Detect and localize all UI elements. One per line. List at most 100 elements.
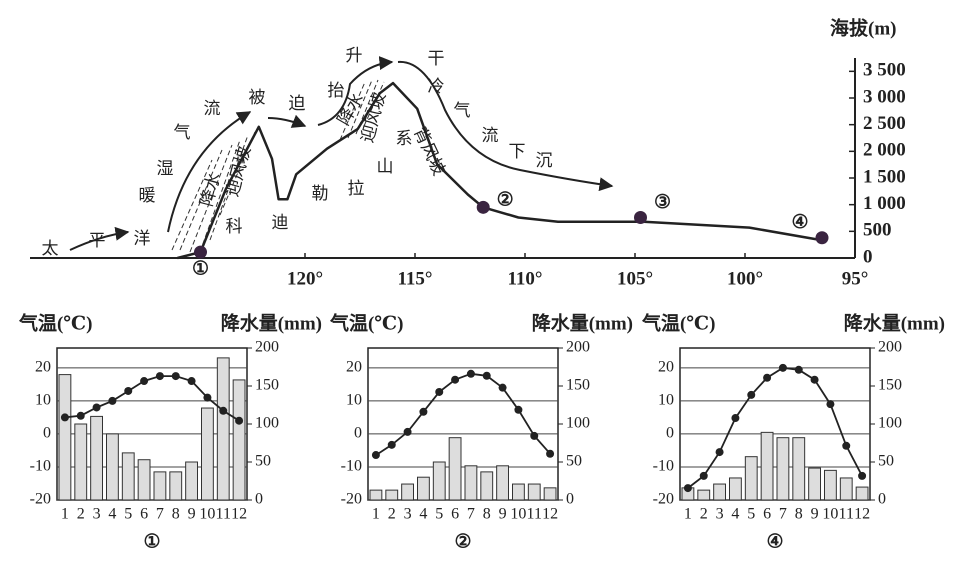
temperature-dot (858, 471, 867, 480)
plot-frame (367, 347, 559, 501)
site-label: ③ (654, 192, 671, 213)
temperature-dot (171, 372, 180, 381)
x-tick-label: 3 (716, 506, 724, 523)
annotation: 被 (249, 88, 266, 107)
annotation: 流 (482, 126, 499, 145)
x-tick-label: 8 (795, 506, 803, 523)
precipitation-bar (839, 477, 853, 501)
annotation: 干 (428, 49, 445, 68)
y-tick-label: 10 (658, 392, 674, 409)
precipitation-bar (432, 461, 446, 501)
temperature-dot (76, 411, 85, 420)
x-tick-label: 10 (822, 506, 838, 523)
site-marker (476, 200, 490, 214)
x-tick-label: 1 (61, 506, 69, 523)
y-tick-label: 1 000 (863, 193, 906, 214)
annotation: 太 (42, 239, 59, 258)
annotation: 背风坡 (410, 124, 449, 178)
precipitation-bar (106, 433, 119, 501)
y-tick-label: 0 (863, 246, 873, 267)
temperature-dot (466, 369, 475, 378)
annotation: 升 (346, 46, 363, 65)
temperature-dot (546, 449, 555, 458)
y-tick-label: -20 (653, 491, 674, 508)
plot-frame (679, 347, 871, 501)
temperature-dot (731, 414, 740, 423)
precipitation-bar (169, 471, 183, 501)
y2-axis-title: 降水量(mm) (532, 311, 633, 334)
temperature-dot (387, 440, 396, 449)
x-tick-label: 11 (839, 506, 854, 523)
y2-tick-label: 200 (878, 339, 902, 356)
annotation: 暖 (139, 186, 156, 205)
x-tick-label: 2 (77, 506, 85, 523)
precipitation-bar (369, 489, 383, 501)
x-tick-label: 10 (510, 506, 526, 523)
y-axis-title: 气温(℃) (18, 311, 92, 334)
temperature-dot (514, 405, 523, 414)
y-tick-label: 2 500 (863, 113, 906, 134)
y-tick-label: 0 (354, 425, 362, 442)
x-tick-label: 12 (542, 506, 558, 523)
precipitation-bar (137, 459, 151, 501)
annotation: 勒 (312, 184, 329, 203)
precipitation-bar (776, 437, 790, 501)
x-tick-label: 6 (140, 506, 148, 523)
x-tick-label: 4 (108, 506, 116, 523)
y2-tick-label: 200 (566, 339, 590, 356)
y-tick-label: -10 (30, 458, 51, 475)
x-tick-label: 4 (731, 506, 739, 523)
precipitation-bar (216, 357, 230, 501)
temperature-dot (778, 363, 787, 372)
x-tick-label: 110° (507, 268, 542, 289)
annotation: 迪 (272, 213, 289, 232)
precipitation-bar (713, 483, 727, 501)
chart-caption: ① (143, 531, 160, 552)
x-tick-label: 3 (93, 506, 101, 523)
y2-tick-label: 50 (878, 453, 894, 470)
temperature-dot (715, 448, 724, 457)
y2-axis-title: 降水量(mm) (844, 311, 945, 334)
y2-tick-label: 100 (878, 415, 902, 432)
temperature-dot (498, 383, 507, 392)
x-tick-label: 7 (467, 506, 475, 523)
temperature-dot (451, 375, 460, 384)
x-tick-label: 1 (684, 506, 692, 523)
annotation: 冷 (428, 77, 445, 96)
x-tick-label: 6 (763, 506, 771, 523)
temperature-dot (155, 372, 164, 381)
temperature-dot (826, 400, 835, 409)
airflow-arrows (69, 56, 614, 251)
y2-axis-title: 降水量(mm) (221, 311, 322, 334)
temperature-dot (747, 390, 756, 399)
precipitation-bar (201, 407, 214, 501)
precipitation-bar (232, 379, 246, 501)
y2-tick-label: 0 (255, 491, 263, 508)
x-tick-label: 8 (483, 506, 491, 523)
x-tick-label: 10 (199, 506, 215, 523)
y-tick-label: 1 500 (863, 166, 906, 187)
temperature-dot (419, 407, 428, 416)
x-tick-label: 100° (727, 268, 763, 289)
precipitation-bar (808, 467, 822, 501)
y-axis-title: 气温(℃) (329, 311, 403, 334)
y2-tick-label: 50 (566, 453, 582, 470)
precipitation-bar (496, 465, 509, 501)
x-tick-label: 5 (124, 506, 132, 523)
precipitation-bar (417, 476, 430, 501)
temperature-dot (219, 406, 228, 415)
precipitation-bar (58, 374, 72, 501)
x-tick-label: 5 (747, 506, 755, 523)
x-tick-label: 11 (527, 506, 542, 523)
y-tick-label: 3 000 (863, 86, 906, 107)
annotation: 洋 (134, 229, 151, 248)
precipitation-bar (401, 483, 414, 501)
y-tick-label: 0 (43, 425, 51, 442)
precipitation-bar (512, 483, 525, 501)
precipitation-bar (448, 437, 462, 501)
site-label: ② (497, 190, 514, 211)
site-label: ④ (791, 212, 808, 233)
x-tick-label: 2 (700, 506, 708, 523)
temperature-dot (203, 393, 212, 402)
